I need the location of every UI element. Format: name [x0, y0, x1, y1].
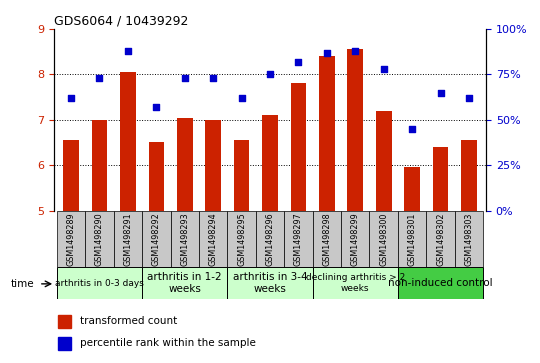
- Point: [408, 126, 416, 132]
- Point: [351, 48, 360, 54]
- Bar: [398, 211, 426, 267]
- Bar: [85, 211, 114, 267]
- Text: GSM1498302: GSM1498302: [436, 212, 445, 266]
- Point: [237, 95, 246, 101]
- Bar: [404, 167, 420, 211]
- Bar: [142, 267, 227, 299]
- Text: GSM1498289: GSM1498289: [66, 212, 76, 266]
- Bar: [57, 211, 85, 267]
- Bar: [63, 140, 79, 211]
- Bar: [148, 143, 164, 211]
- Text: GSM1498297: GSM1498297: [294, 212, 303, 266]
- Bar: [114, 211, 142, 267]
- Bar: [177, 118, 193, 211]
- Point: [209, 75, 218, 81]
- Bar: [205, 120, 221, 211]
- Text: GSM1498290: GSM1498290: [95, 212, 104, 266]
- Bar: [199, 211, 227, 267]
- Text: GSM1498291: GSM1498291: [124, 212, 132, 266]
- Bar: [426, 211, 455, 267]
- Text: transformed count: transformed count: [80, 316, 177, 326]
- Text: GSM1498296: GSM1498296: [266, 212, 274, 266]
- Text: GSM1498299: GSM1498299: [351, 212, 360, 266]
- Text: non-induced control: non-induced control: [388, 278, 493, 288]
- Bar: [369, 211, 398, 267]
- Bar: [234, 140, 249, 211]
- Bar: [319, 56, 335, 211]
- Bar: [120, 72, 136, 211]
- Bar: [171, 211, 199, 267]
- Bar: [455, 211, 483, 267]
- Bar: [227, 211, 256, 267]
- Text: arthritis in 0-3 days: arthritis in 0-3 days: [55, 279, 144, 287]
- Text: GSM1498293: GSM1498293: [180, 212, 189, 266]
- Point: [95, 75, 104, 81]
- Bar: [313, 211, 341, 267]
- Point: [180, 75, 189, 81]
- Point: [294, 59, 303, 65]
- Point: [436, 90, 445, 95]
- Text: GSM1498301: GSM1498301: [408, 212, 416, 266]
- Point: [67, 95, 76, 101]
- Text: GSM1498295: GSM1498295: [237, 212, 246, 266]
- Point: [464, 95, 473, 101]
- Bar: [262, 115, 278, 211]
- Point: [380, 66, 388, 72]
- Text: GSM1498300: GSM1498300: [379, 212, 388, 266]
- Text: GDS6064 / 10439292: GDS6064 / 10439292: [54, 15, 188, 28]
- Bar: [58, 337, 71, 350]
- Bar: [376, 111, 392, 211]
- Bar: [461, 140, 477, 211]
- Bar: [57, 267, 142, 299]
- Text: percentile rank within the sample: percentile rank within the sample: [80, 338, 256, 348]
- Text: GSM1498292: GSM1498292: [152, 212, 161, 266]
- Text: GSM1498294: GSM1498294: [208, 212, 218, 266]
- Bar: [347, 49, 363, 211]
- Bar: [92, 120, 107, 211]
- Text: time: time: [11, 279, 35, 289]
- Bar: [291, 83, 306, 211]
- Bar: [313, 267, 398, 299]
- Text: arthritis in 3-4
weeks: arthritis in 3-4 weeks: [233, 272, 307, 294]
- Bar: [433, 147, 448, 211]
- Bar: [256, 211, 284, 267]
- Text: arthritis in 1-2
weeks: arthritis in 1-2 weeks: [147, 272, 222, 294]
- Point: [266, 72, 274, 77]
- Bar: [284, 211, 313, 267]
- Text: GSM1498303: GSM1498303: [464, 212, 474, 266]
- Bar: [341, 211, 369, 267]
- Text: declining arthritis > 2
weeks: declining arthritis > 2 weeks: [306, 273, 405, 293]
- Bar: [58, 315, 71, 329]
- Point: [322, 50, 331, 56]
- Bar: [142, 211, 171, 267]
- Point: [152, 104, 160, 110]
- Point: [124, 48, 132, 54]
- Bar: [398, 267, 483, 299]
- Text: GSM1498298: GSM1498298: [322, 212, 332, 266]
- Bar: [227, 267, 313, 299]
